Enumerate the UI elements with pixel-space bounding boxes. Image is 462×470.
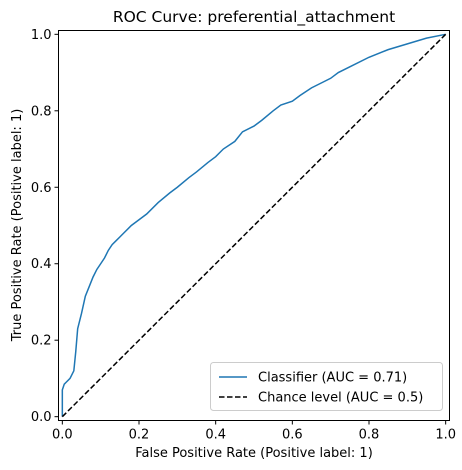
chance-level-line: [62, 34, 445, 416]
y-tick-label: 0.0: [31, 410, 52, 425]
x-tick-label: 0.8: [359, 428, 380, 443]
y-tick-label: 0.4: [31, 257, 52, 272]
chart-title: ROC Curve: preferential_attachment: [113, 8, 395, 27]
y-tick-label: 0.6: [31, 181, 52, 196]
y-tick-label: 0.8: [31, 104, 52, 119]
y-tick-label: 1.0: [31, 28, 52, 43]
y-axis-ticks: 0.0 0.2 0.4 0.6 0.8 1.0: [31, 28, 59, 425]
x-tick-label: 0.0: [52, 428, 73, 443]
legend-classifier-label: Classifier (AUC = 0.71): [258, 371, 407, 386]
x-axis-ticks: 0.0 0.2 0.4 0.6 0.8 1.0: [52, 421, 456, 443]
y-tick-label: 0.2: [31, 334, 52, 349]
x-tick-label: 0.4: [205, 428, 226, 443]
plot-area: [62, 34, 445, 416]
x-axis-label: False Positive Rate (Positive label: 1): [135, 446, 373, 461]
x-tick-label: 0.6: [282, 428, 303, 443]
x-tick-label: 0.2: [129, 428, 150, 443]
legend-chance-label: Chance level (AUC = 0.5): [258, 391, 423, 406]
legend: Classifier (AUC = 0.71) Chance level (AU…: [211, 363, 443, 411]
x-tick-label: 1.0: [435, 428, 456, 443]
y-axis-label: True Positive Rate (Positive label: 1): [10, 109, 25, 343]
